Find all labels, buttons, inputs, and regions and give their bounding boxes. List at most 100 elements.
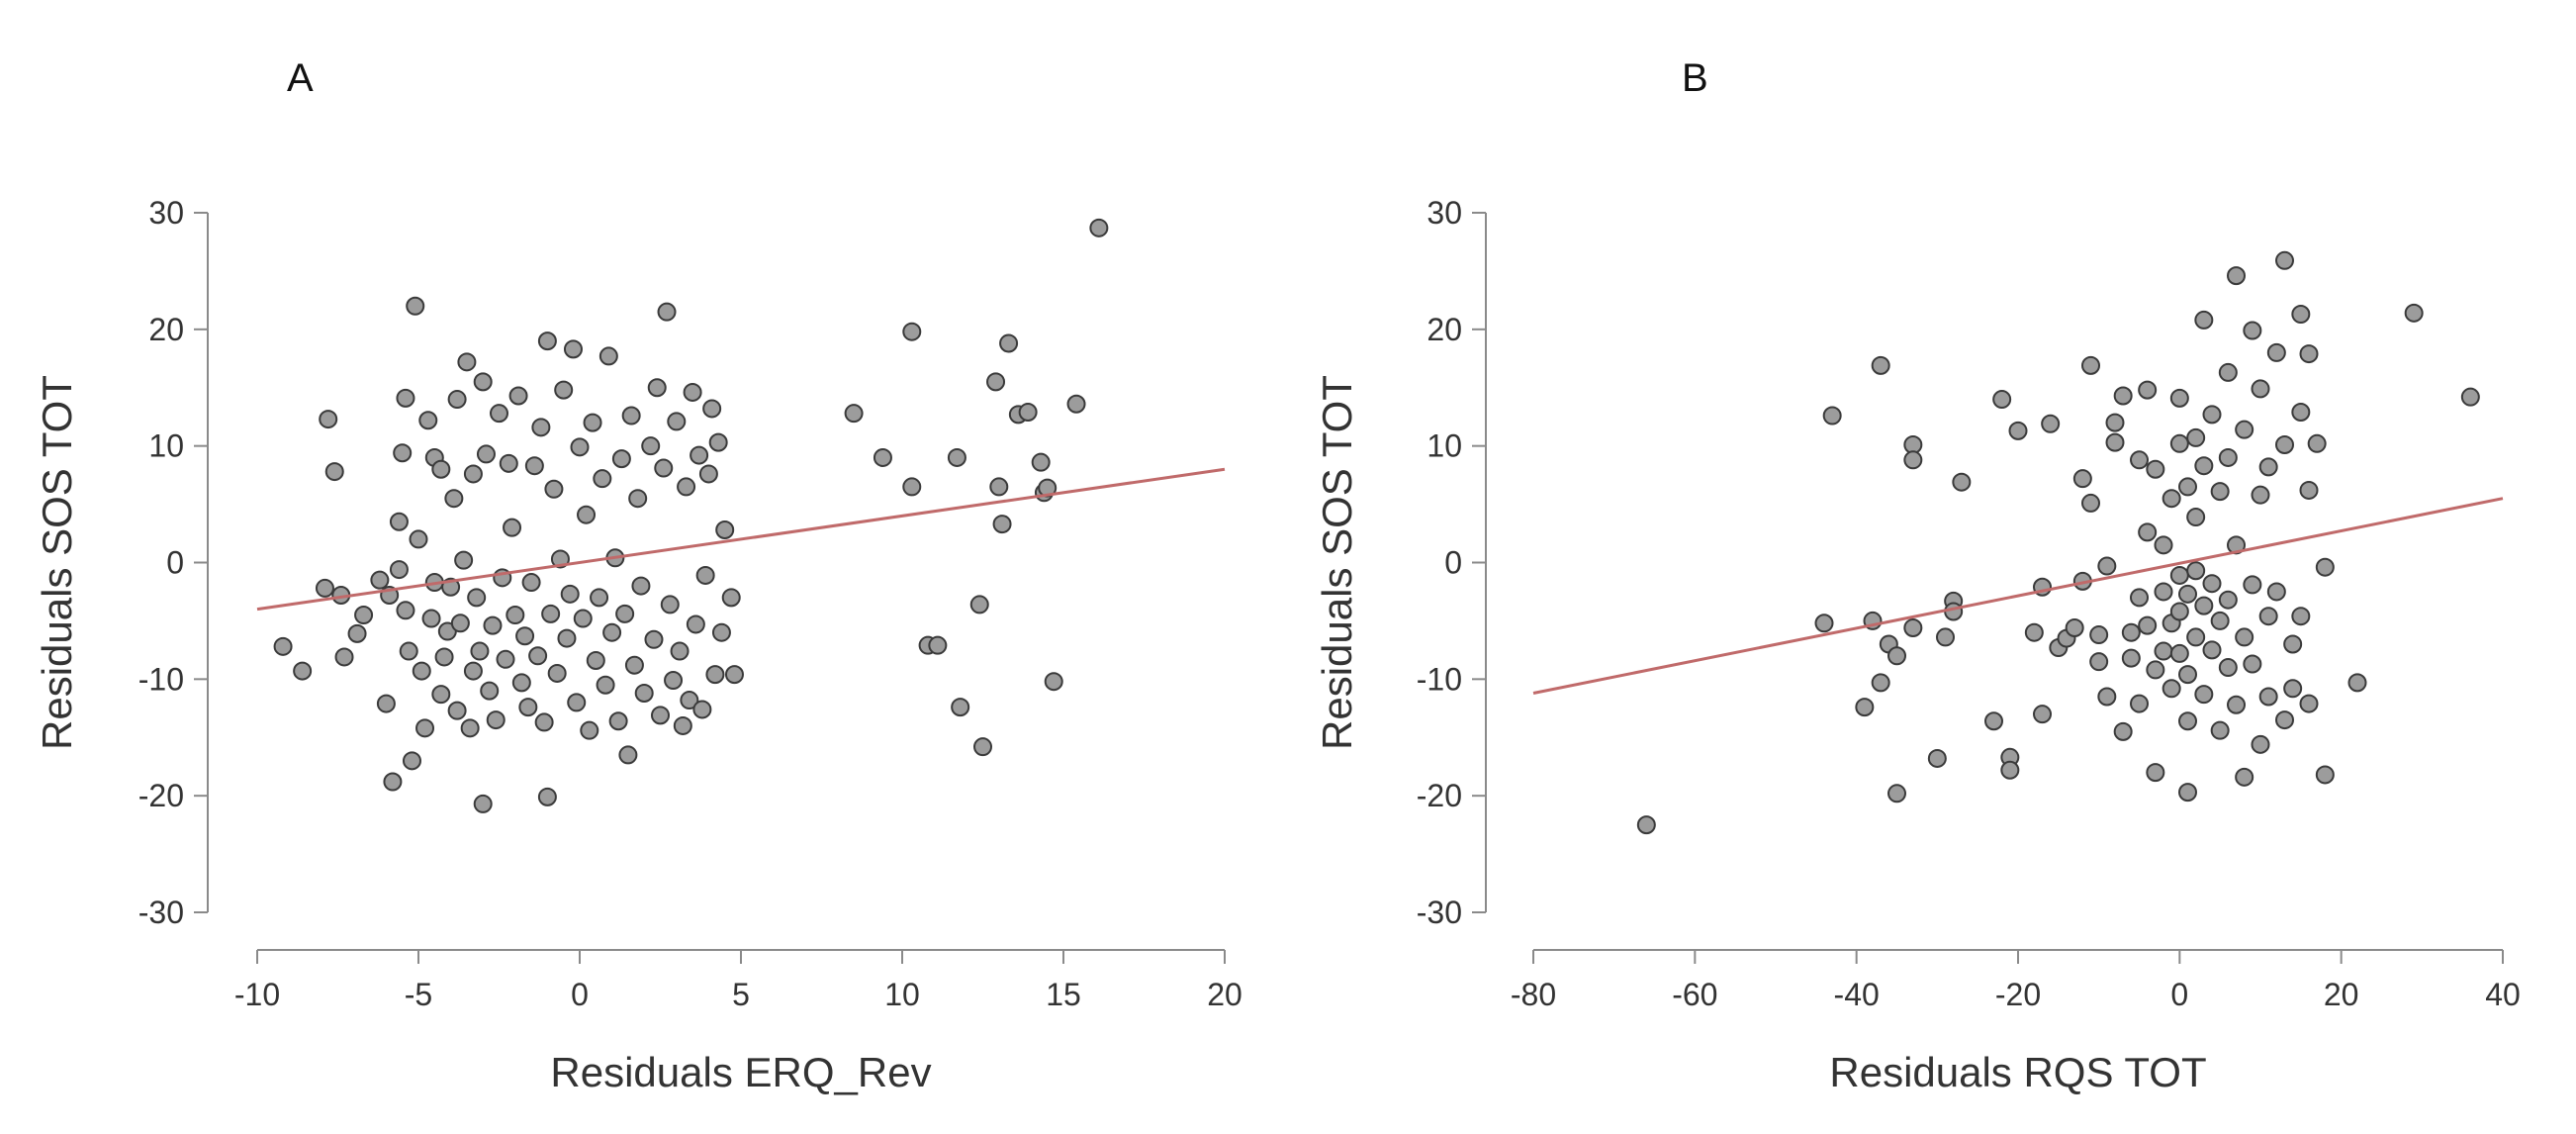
scatter-point	[2347, 673, 2367, 693]
scatter-point	[615, 604, 635, 623]
scatter-point	[647, 378, 667, 398]
scatter-point	[473, 794, 493, 813]
scatter-point	[2299, 344, 2319, 364]
scatter-point	[2258, 687, 2278, 707]
scatter-point	[2105, 432, 2125, 452]
scatter-point	[593, 469, 612, 489]
scatter-point	[324, 462, 344, 482]
scatter-point	[334, 647, 354, 667]
scatter-point	[415, 718, 435, 738]
y-tick-label: -30	[1417, 895, 1462, 930]
scatter-point	[2315, 765, 2335, 785]
y-axis-title: Residuals SOS TOT	[1314, 375, 1360, 750]
scatter-point	[951, 698, 970, 717]
scatter-point	[2235, 627, 2254, 647]
panel-label: B	[1682, 56, 1708, 100]
scatter-point	[1636, 815, 1656, 835]
scatter-point	[393, 443, 413, 463]
scatter-point	[2072, 469, 2092, 489]
scatter-point	[2154, 582, 2173, 602]
scatter-point	[383, 772, 403, 792]
y-tick-label: -20	[138, 778, 184, 813]
scatter-point	[528, 646, 548, 666]
scatter-point	[660, 595, 680, 614]
scatter-point	[2291, 607, 2311, 626]
scatter-point	[677, 477, 696, 497]
scatter-point	[1031, 452, 1051, 472]
y-tick-label: 30	[148, 195, 184, 231]
scatter-point	[447, 390, 467, 410]
scatter-point	[2162, 489, 2181, 509]
scatter-point	[554, 380, 574, 400]
scatter-point	[1903, 617, 1923, 637]
scatter-point	[2218, 447, 2238, 467]
y-tick-label: 10	[1426, 428, 1462, 464]
scatter-point	[2097, 556, 2117, 576]
x-axis-title: Residuals ERQ_Rev	[550, 1049, 931, 1095]
scatter-point	[2186, 508, 2206, 527]
scatter-point	[499, 453, 518, 473]
scatter-point	[370, 570, 390, 590]
scatter-point	[508, 386, 528, 406]
scatter-point	[686, 614, 705, 634]
scatter-point	[2275, 710, 2294, 730]
scatter-point	[486, 710, 506, 730]
scatter-point	[547, 663, 567, 683]
scatter-point	[2154, 535, 2173, 555]
scatter-point	[873, 447, 892, 467]
scatter-point	[1089, 218, 1109, 237]
scatter-point	[460, 718, 480, 738]
scatter-point	[515, 626, 535, 646]
scatter-point	[2121, 648, 2141, 668]
scatter-point	[2194, 456, 2214, 476]
scatter-point	[2178, 783, 2197, 803]
scatter-point	[2266, 582, 2286, 602]
scatter-point	[454, 550, 474, 570]
scatter-point	[319, 410, 338, 429]
scatter-point	[708, 432, 728, 452]
scatter-point	[470, 641, 490, 661]
scatter-point	[2243, 575, 2262, 595]
scatter-point	[434, 647, 454, 667]
scatter-point	[702, 399, 722, 419]
scatter-point	[705, 665, 725, 685]
x-tick-label: -5	[405, 977, 432, 1012]
scatter-point	[631, 576, 651, 596]
scatter-point	[421, 609, 441, 628]
scatter-point	[2315, 557, 2335, 577]
scatter-point	[457, 352, 477, 372]
y-tick-label: -10	[138, 661, 184, 697]
scatter-point	[654, 458, 674, 478]
scatter-point	[973, 737, 992, 757]
scatter-point	[2299, 694, 2319, 713]
scatter-point	[2283, 634, 2303, 654]
scatter-point	[511, 673, 531, 693]
y-tick-label: -20	[1417, 778, 1462, 813]
scatter-point	[695, 565, 715, 585]
scatter-point	[2130, 450, 2149, 470]
scatter-point	[2138, 615, 2158, 635]
panel-b: B -30 -20 -10 0 10 20 30 -80 -60 -40 -20 0 20 40 Residu…	[1314, 56, 2521, 1095]
scatter-point	[698, 464, 718, 484]
scatter-point	[664, 671, 684, 691]
scatter-point	[402, 751, 421, 771]
scatter-point	[2169, 433, 2189, 453]
scatter-point	[1944, 602, 1964, 621]
x-tick-label: 20	[1207, 977, 1242, 1012]
scatter-point	[2089, 652, 2109, 672]
scatter-point	[902, 477, 922, 497]
scatter-point	[2146, 660, 2165, 680]
scatter-point	[450, 614, 470, 633]
scatter-point	[992, 515, 1012, 534]
scatter-point	[602, 622, 622, 642]
scatter-point	[1936, 627, 1955, 647]
scatter-point	[399, 641, 418, 661]
scatter-point	[667, 412, 687, 431]
scatter-point	[2299, 480, 2319, 500]
scatter-point	[634, 683, 654, 703]
scatter-point	[2154, 641, 2173, 661]
scatter-point	[2194, 310, 2214, 330]
scatter-point	[567, 693, 587, 712]
scatter-point	[2081, 493, 2100, 513]
